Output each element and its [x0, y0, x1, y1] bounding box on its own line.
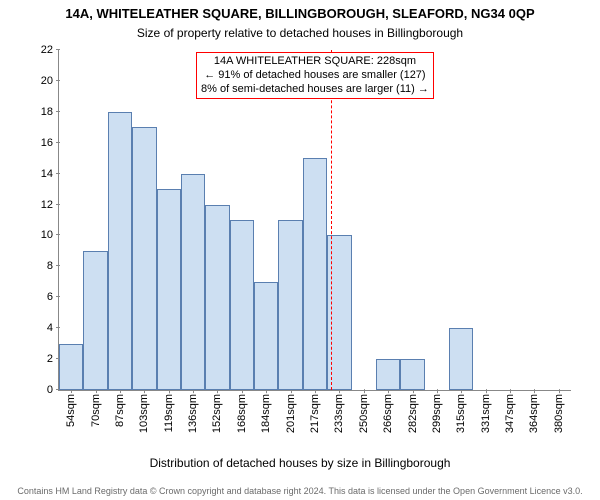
- annotation-line: 14A WHITELEATHER SQUARE: 228sqm: [201, 55, 429, 69]
- chart-title: 14A, WHITELEATHER SQUARE, BILLINGBOROUGH…: [0, 6, 600, 21]
- x-tick: 380sqm: [553, 390, 565, 433]
- x-tick: 217sqm: [309, 390, 321, 433]
- x-tick: 70sqm: [90, 390, 102, 427]
- x-tick: 331sqm: [480, 390, 492, 433]
- histogram-bar: [157, 189, 181, 390]
- chart-container: 14A, WHITELEATHER SQUARE, BILLINGBOROUGH…: [0, 0, 600, 500]
- y-tick: 12: [41, 199, 59, 211]
- histogram-bar: [278, 220, 302, 390]
- x-tick: 184sqm: [260, 390, 272, 433]
- histogram-bar: [181, 174, 205, 390]
- x-tick: 136sqm: [187, 390, 199, 433]
- histogram-bar: [400, 359, 424, 390]
- histogram-bar: [59, 344, 83, 390]
- y-tick: 2: [47, 353, 59, 365]
- histogram-bar: [449, 328, 473, 390]
- y-tick: 6: [47, 291, 59, 303]
- chart-subtitle: Size of property relative to detached ho…: [0, 26, 600, 40]
- x-tick: 282sqm: [407, 390, 419, 433]
- x-tick: 103sqm: [138, 390, 150, 433]
- histogram-bar: [83, 251, 107, 390]
- annotation-box: 14A WHITELEATHER SQUARE: 228sqm← 91% of …: [196, 52, 434, 99]
- x-tick: 87sqm: [114, 390, 126, 427]
- x-tick: 168sqm: [236, 390, 248, 433]
- y-tick: 14: [41, 168, 59, 180]
- y-tick: 20: [41, 75, 59, 87]
- x-tick: 152sqm: [211, 390, 223, 433]
- histogram-bar: [230, 220, 254, 390]
- x-tick: 364sqm: [528, 390, 540, 433]
- x-tick: 299sqm: [431, 390, 443, 433]
- annotation-line: ← 91% of detached houses are smaller (12…: [201, 69, 429, 83]
- footer-attribution: Contains HM Land Registry data © Crown c…: [0, 486, 600, 496]
- x-tick: 266sqm: [382, 390, 394, 433]
- x-tick: 119sqm: [163, 390, 175, 432]
- y-tick: 0: [47, 384, 59, 396]
- x-axis-label: Distribution of detached houses by size …: [0, 456, 600, 470]
- annotation-line: 8% of semi-detached houses are larger (1…: [201, 83, 429, 97]
- x-tick: 54sqm: [65, 390, 77, 427]
- x-tick: 315sqm: [455, 390, 467, 433]
- y-tick: 10: [41, 229, 59, 241]
- histogram-bar: [108, 112, 132, 390]
- histogram-bar: [205, 205, 229, 390]
- x-tick: 250sqm: [358, 390, 370, 433]
- histogram-bar: [254, 282, 278, 390]
- histogram-bar: [132, 127, 156, 390]
- reference-line: [331, 50, 332, 390]
- y-tick: 4: [47, 322, 59, 334]
- histogram-bar: [303, 158, 327, 390]
- x-tick: 233sqm: [333, 390, 345, 433]
- y-tick: 18: [41, 106, 59, 118]
- y-tick: 22: [41, 44, 59, 56]
- y-tick: 16: [41, 137, 59, 149]
- y-tick: 8: [47, 260, 59, 272]
- plot-area: 024681012141618202254sqm70sqm87sqm103sqm…: [58, 50, 571, 391]
- histogram-bar: [376, 359, 400, 390]
- x-tick: 347sqm: [504, 390, 516, 433]
- x-tick: 201sqm: [285, 390, 297, 433]
